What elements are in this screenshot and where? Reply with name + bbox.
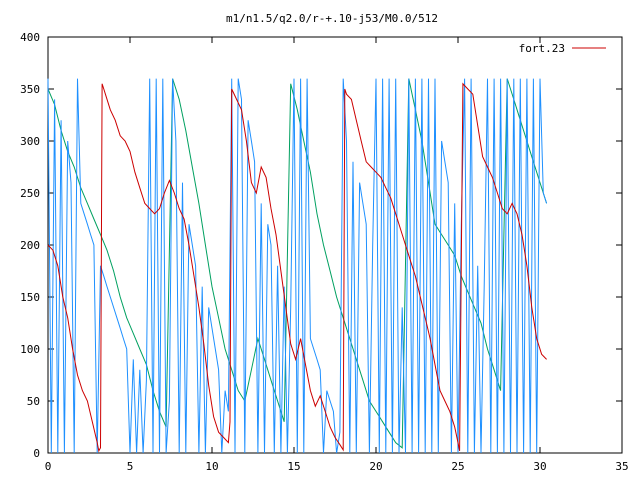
- x-tick-label-6: 30: [533, 460, 546, 473]
- x-tick-label-7: 35: [615, 460, 628, 473]
- y-tick-label-7: 350: [20, 83, 40, 96]
- y-tick-label-5: 250: [20, 187, 40, 200]
- x-tick-label-1: 5: [127, 460, 134, 473]
- y-tick-label-2: 100: [20, 343, 40, 356]
- y-tick-label-8: 400: [20, 31, 40, 44]
- x-tick-label-0: 0: [45, 460, 52, 473]
- y-tick-label-4: 200: [20, 239, 40, 252]
- x-tick-label-4: 20: [369, 460, 382, 473]
- y-tick-label-6: 300: [20, 135, 40, 148]
- series-line-blue: [47, 78, 548, 454]
- series-line-green: [47, 78, 548, 449]
- y-tick-label-1: 50: [27, 395, 40, 408]
- y-tick-label-3: 150: [20, 291, 40, 304]
- legend: fort.23: [519, 42, 606, 55]
- legend-label-fort-23: fort.23: [519, 42, 565, 55]
- x-tick-label-3: 15: [287, 460, 300, 473]
- series-layer: [47, 78, 548, 454]
- chart-title: m1/n1.5/q2.0/r-+.10-j53/M0.0/512: [226, 12, 438, 25]
- x-tick-label-5: 25: [451, 460, 464, 473]
- y-tick-label-0: 0: [33, 447, 40, 460]
- x-tick-label-2: 10: [205, 460, 218, 473]
- series-line-fort-23: [47, 82, 547, 453]
